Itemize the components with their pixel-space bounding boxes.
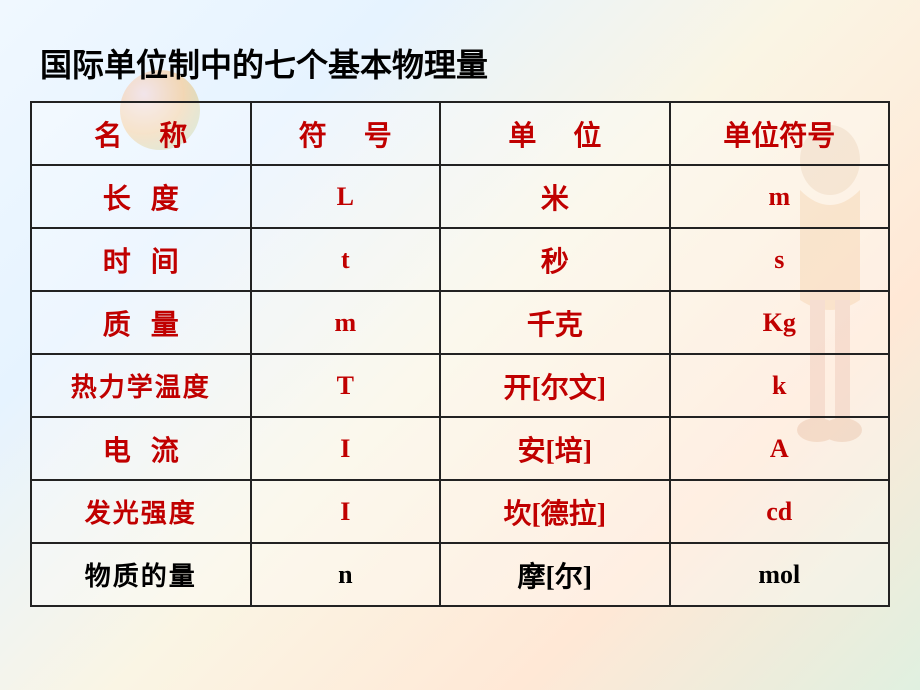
page-title: 国际单位制中的七个基本物理量 (30, 40, 890, 86)
cell-name: 物质的量 (31, 543, 251, 606)
cell-unit-symbol: A (670, 417, 889, 480)
cell-unit-symbol: m (670, 165, 889, 228)
cell-name: 发光强度 (31, 480, 251, 543)
cell-name: 长度 (31, 165, 251, 228)
table-row: 质量 m 千克 Kg (31, 291, 889, 354)
cell-unit: 安[培] (440, 417, 669, 480)
cell-name: 热力学温度 (31, 354, 251, 417)
header-unit: 单 位 (440, 102, 669, 165)
cell-unit-symbol: s (670, 228, 889, 291)
cell-unit-symbol: cd (670, 480, 889, 543)
header-symbol: 符 号 (251, 102, 441, 165)
cell-unit: 米 (440, 165, 669, 228)
table-row: 长度 L 米 m (31, 165, 889, 228)
cell-unit-symbol: mol (670, 543, 889, 606)
table-row: 发光强度 I 坎[德拉] cd (31, 480, 889, 543)
si-units-table: 名 称 符 号 单 位 单位符号 长度 L 米 m 时间 t 秒 s 质量 m … (30, 101, 890, 607)
table-row: 物质的量 n 摩[尔] mol (31, 543, 889, 606)
header-unit-symbol: 单位符号 (670, 102, 889, 165)
cell-unit: 千克 (440, 291, 669, 354)
cell-name: 电流 (31, 417, 251, 480)
table-row: 电流 I 安[培] A (31, 417, 889, 480)
cell-name: 时间 (31, 228, 251, 291)
cell-unit-symbol: k (670, 354, 889, 417)
cell-unit: 开[尔文] (440, 354, 669, 417)
table-row: 时间 t 秒 s (31, 228, 889, 291)
cell-unit-symbol: Kg (670, 291, 889, 354)
header-name: 名 称 (31, 102, 251, 165)
cell-symbol: n (251, 543, 441, 606)
cell-symbol: T (251, 354, 441, 417)
cell-name: 质量 (31, 291, 251, 354)
cell-symbol: I (251, 480, 441, 543)
cell-unit: 秒 (440, 228, 669, 291)
table-row: 热力学温度 T 开[尔文] k (31, 354, 889, 417)
cell-unit: 坎[德拉] (440, 480, 669, 543)
cell-symbol: L (251, 165, 441, 228)
cell-symbol: I (251, 417, 441, 480)
cell-symbol: m (251, 291, 441, 354)
cell-symbol: t (251, 228, 441, 291)
cell-unit: 摩[尔] (440, 543, 669, 606)
table-header-row: 名 称 符 号 单 位 单位符号 (31, 102, 889, 165)
